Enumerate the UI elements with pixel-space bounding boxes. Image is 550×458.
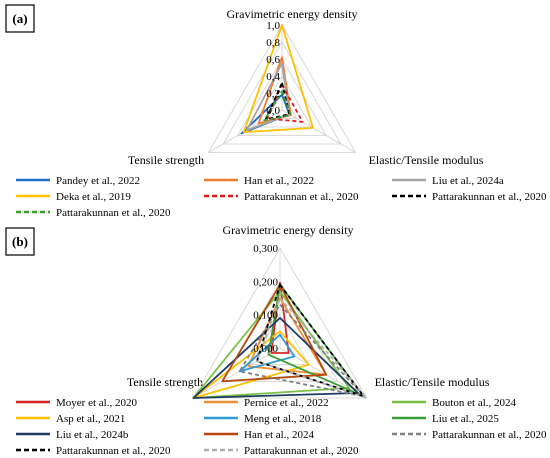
radar-b-series-0 (270, 281, 290, 354)
radar-a-grid-ring (207, 24, 357, 153)
radar-a-tick-label: 0,4 (266, 71, 280, 83)
legend-a-entry-label: Pattarakunnan et al., 2020 (56, 207, 171, 219)
legend-b-entry-label: Asp et al., 2021 (56, 413, 125, 425)
legend-b-entry-label: Han et al., 2024 (244, 429, 314, 441)
radar-b-grid-ring (192, 247, 368, 399)
radar-b-series-7 (221, 283, 328, 383)
radar-a-tick-label: 0,6 (266, 54, 280, 66)
radar-b-spoke (193, 347, 281, 399)
radar-a-series-6 (263, 90, 292, 122)
legend-b-entry-label: Pernice et al., 2022 (244, 397, 329, 409)
radar-a-series-4 (266, 83, 304, 123)
radar-a-tick-label: 1,0 (266, 20, 280, 32)
radar-a-series-2 (245, 62, 291, 132)
legend-b-entry-label: Bouton et al., 2024 (432, 397, 517, 409)
radar-a-grid-ring (222, 41, 342, 145)
radar-b-series-10 (256, 297, 368, 399)
panel-b-tag: (b) (12, 234, 28, 249)
radar-b-tick-label: 0,000 (253, 343, 278, 355)
legend-b-entry-label: Meng et al., 2018 (244, 413, 322, 425)
radar-a: 0,0 0,2 0,4 0,6 0,8 1,0 (207, 20, 357, 153)
radar-a-tick-label: 0,8 (266, 37, 280, 49)
radar-b-tick-label: 0,100 (253, 310, 278, 322)
legend-a-entry-label: Liu et al., 2024a (432, 175, 504, 187)
panel-b-axis-label-energy: Gravimetric energy density (222, 223, 353, 237)
legend-a-entry-label: Deka et al., 2019 (56, 191, 131, 203)
radar-b-tick-label: 0,200 (253, 276, 278, 288)
panel-a-axis-label-energy: Gravimetric energy density (226, 7, 357, 21)
radar-b-series-3 (192, 330, 310, 399)
legend-a-entry-label: Han et al., 2022 (244, 175, 314, 187)
radar-a-tick-label: 0,2 (266, 88, 280, 100)
panel-b-axis-label-modulus: Elastic/Tensile modulus (375, 375, 490, 389)
radar-a-tick-label: 0,0 (266, 105, 280, 117)
legend-a-entry-label: Pattarakunnan et al., 2020 (244, 191, 359, 203)
legend-b-entry-label: Pattarakunnan et al., 2020 (56, 445, 171, 457)
legend-a: Pandey et al., 2022 Han et al., 2022 Liu e… (16, 175, 547, 219)
legend-b-entry-label: Pattarakunnan et al., 2020 (432, 429, 547, 441)
panel-a: (a) Gravimetric energy density Elastic/T… (5, 4, 547, 219)
panel-a-axis-label-strength: Tensile strength (128, 153, 204, 167)
legend-a-entry-label: Pattarakunnan et al., 2020 (432, 191, 547, 203)
legend-b-entry-label: Moyer et al., 2020 (56, 397, 137, 409)
legend-b-entry-label: Pattarakunnan et al., 2020 (244, 445, 359, 457)
radar-b-tick-label: 0,300 (253, 243, 278, 255)
legend-b-entry-label: Liu et al., 2025 (432, 413, 499, 425)
legend-a-entry-label: Pandey et al., 2022 (56, 175, 140, 187)
legend-b-entry-label: Liu et al., 2024b (56, 429, 129, 441)
panel-a-tag-box (5, 4, 35, 33)
radar-b-grid-ring (250, 313, 310, 366)
panel-b-axis-label-strength: Tensile strength (127, 375, 203, 389)
panel-a-axis-label-modulus: Elastic/Tensile modulus (369, 153, 484, 167)
legend-b: Moyer et al., 2020 Pernice et al., 2022 Bo… (16, 397, 547, 457)
radar-b-series-2 (192, 290, 351, 399)
radar-b-series-8 (238, 303, 365, 398)
panel-a-tag: (a) (12, 11, 27, 26)
panel-b-tag-box (5, 227, 35, 256)
radar-a-series-3 (242, 24, 314, 134)
radar-b: 0,000 0,100 0,200 0,300 (192, 243, 368, 399)
panel-b: (b) Gravimetric energy density Elastic/T… (5, 223, 547, 457)
radar-a-spoke (281, 109, 356, 153)
radar-a-grid-ring (251, 75, 313, 128)
